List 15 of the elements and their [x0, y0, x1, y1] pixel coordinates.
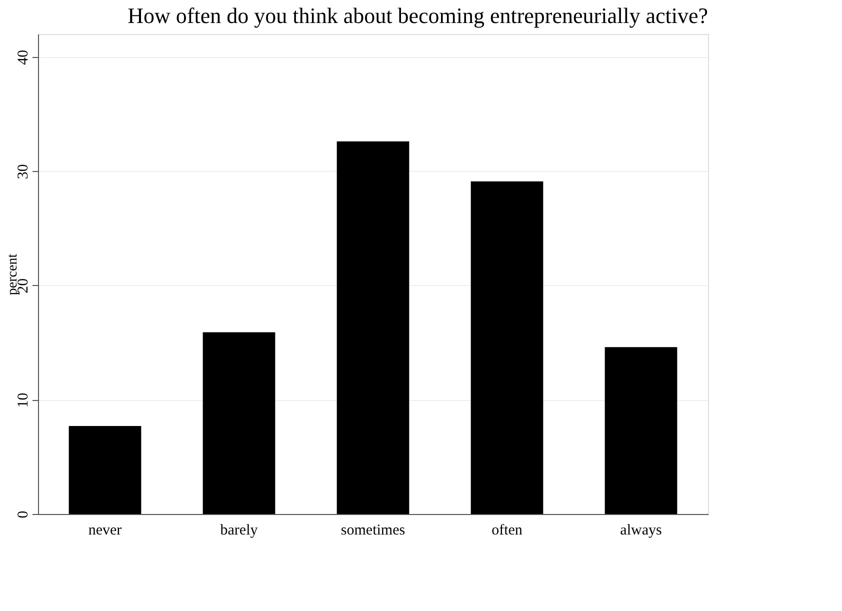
y-tick-label: 40 — [16, 50, 32, 65]
x-tick-label: barely — [220, 522, 258, 538]
bar — [604, 347, 678, 514]
x-tick-label: often — [492, 522, 523, 538]
x-tick-label: never — [88, 522, 122, 538]
bar — [470, 181, 544, 514]
y-tick-label: 30 — [16, 164, 32, 180]
y-tick-label: 10 — [16, 392, 32, 408]
x-tick-label: sometimes — [340, 522, 406, 538]
bar — [68, 426, 142, 514]
chart-title: How often do you think about becoming entrepreneurially active? — [128, 3, 708, 28]
y-tick-label: 0 — [16, 510, 32, 518]
x-tick-label: always — [620, 522, 662, 538]
bar — [336, 141, 410, 514]
bar — [202, 332, 276, 514]
